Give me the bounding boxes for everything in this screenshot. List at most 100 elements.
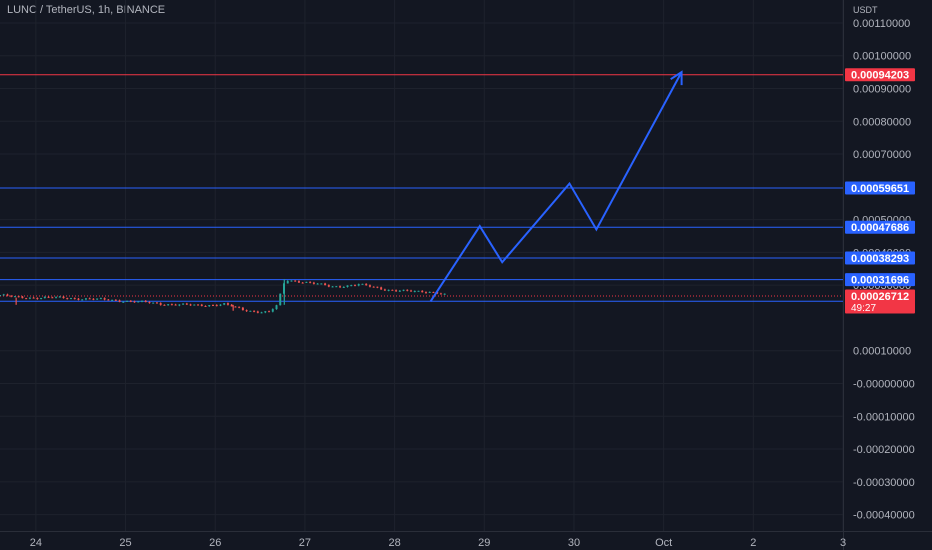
candle-body [77, 298, 80, 300]
candle-body [6, 294, 9, 296]
candle-body [241, 307, 244, 311]
candle-body [395, 290, 398, 292]
candle-body [271, 309, 274, 312]
candle-body [290, 280, 293, 282]
candle-body [148, 302, 151, 304]
candle-body [357, 284, 360, 286]
candle-body [197, 304, 200, 306]
candle-body [331, 286, 334, 288]
candle-body [380, 287, 383, 290]
candle-body [223, 303, 226, 305]
candle-body [170, 304, 173, 306]
candle-body [432, 291, 435, 293]
x-tick-label: 3 [840, 537, 846, 549]
candle-body [84, 298, 87, 300]
y-tick-label: -0.00040000 [853, 510, 915, 522]
candle-body [114, 299, 117, 301]
candle-body [279, 293, 282, 306]
candle-body [309, 281, 312, 283]
candle-body [402, 289, 405, 291]
candle-body [99, 298, 102, 300]
candle-body [159, 303, 162, 305]
candle-body [342, 286, 345, 288]
candle-body [208, 305, 211, 307]
candle-body [126, 300, 129, 302]
level-price-badge [845, 68, 915, 82]
candle-body [428, 291, 431, 293]
candle-body [133, 301, 136, 303]
candle-body [372, 286, 375, 288]
candle-body [66, 298, 69, 300]
candle-body [350, 285, 353, 287]
candle-body [249, 310, 252, 312]
candle-body [391, 289, 394, 291]
candle-body [439, 293, 442, 295]
candle-body [353, 285, 356, 287]
candle-body [327, 285, 330, 287]
candle-body [43, 296, 46, 299]
candle-body [88, 298, 91, 300]
price-axis-unit: USDT [853, 5, 878, 15]
current-price-badge [845, 289, 915, 314]
candle-body [122, 301, 125, 303]
x-tick-label: 2 [750, 537, 756, 549]
candle-body [174, 304, 177, 306]
candle-body [32, 297, 35, 299]
candle-body [264, 311, 267, 313]
candle-body [155, 302, 158, 304]
candle-body [140, 300, 143, 302]
candles-group [0, 279, 446, 314]
candle-body [413, 291, 416, 293]
candle-body [51, 297, 54, 299]
candle-body [118, 300, 121, 302]
y-tick-label: -0.00030000 [853, 477, 915, 489]
candle-body [163, 304, 166, 306]
candle-body [275, 305, 278, 310]
level-price-label: 0.00059651 [851, 183, 909, 195]
y-tick-label: 0.00090000 [853, 84, 911, 96]
candle-body [17, 296, 20, 298]
y-tick-label: 0.00070000 [853, 149, 911, 161]
candle-body [215, 305, 218, 307]
candle-body [256, 311, 259, 313]
candle-body [28, 297, 31, 299]
candle-body [0, 295, 1, 296]
candle-body [189, 304, 192, 306]
candle-body [245, 310, 248, 312]
candle-body [253, 310, 256, 312]
y-tick-label: 0.00080000 [853, 116, 911, 128]
candle-body [346, 285, 349, 287]
candle-body [182, 303, 185, 305]
candle-body [305, 281, 308, 283]
candle-body [103, 298, 106, 300]
candle-body [324, 283, 327, 286]
candle-body [268, 311, 271, 313]
candle-body [219, 304, 222, 306]
candle-body [260, 312, 263, 314]
level-price-label: 0.00094203 [851, 70, 909, 82]
x-tick-label: 27 [299, 537, 311, 549]
candle-body [129, 300, 132, 302]
level-price-badge [845, 273, 915, 287]
candle-body [211, 305, 214, 307]
level-price-label: 0.00038293 [851, 253, 909, 265]
candle-body [47, 296, 50, 298]
candle-body [40, 298, 43, 300]
candle-body [238, 306, 241, 308]
current-price-label: 0.00026712 [851, 291, 909, 303]
candle-body [368, 285, 371, 287]
candle-body [92, 298, 95, 300]
candle-body [204, 305, 207, 307]
x-tick-label: 25 [119, 537, 131, 549]
x-tick-label: 29 [478, 537, 490, 549]
candle-body [443, 293, 446, 295]
candle-body [36, 298, 39, 300]
candle-body [421, 290, 424, 293]
candle-body [200, 304, 203, 306]
candle-body [178, 304, 181, 306]
level-price-badge [845, 181, 915, 195]
y-tick-label: 0.00010000 [853, 346, 911, 358]
candle-body [69, 298, 72, 300]
candle-body [361, 283, 364, 285]
